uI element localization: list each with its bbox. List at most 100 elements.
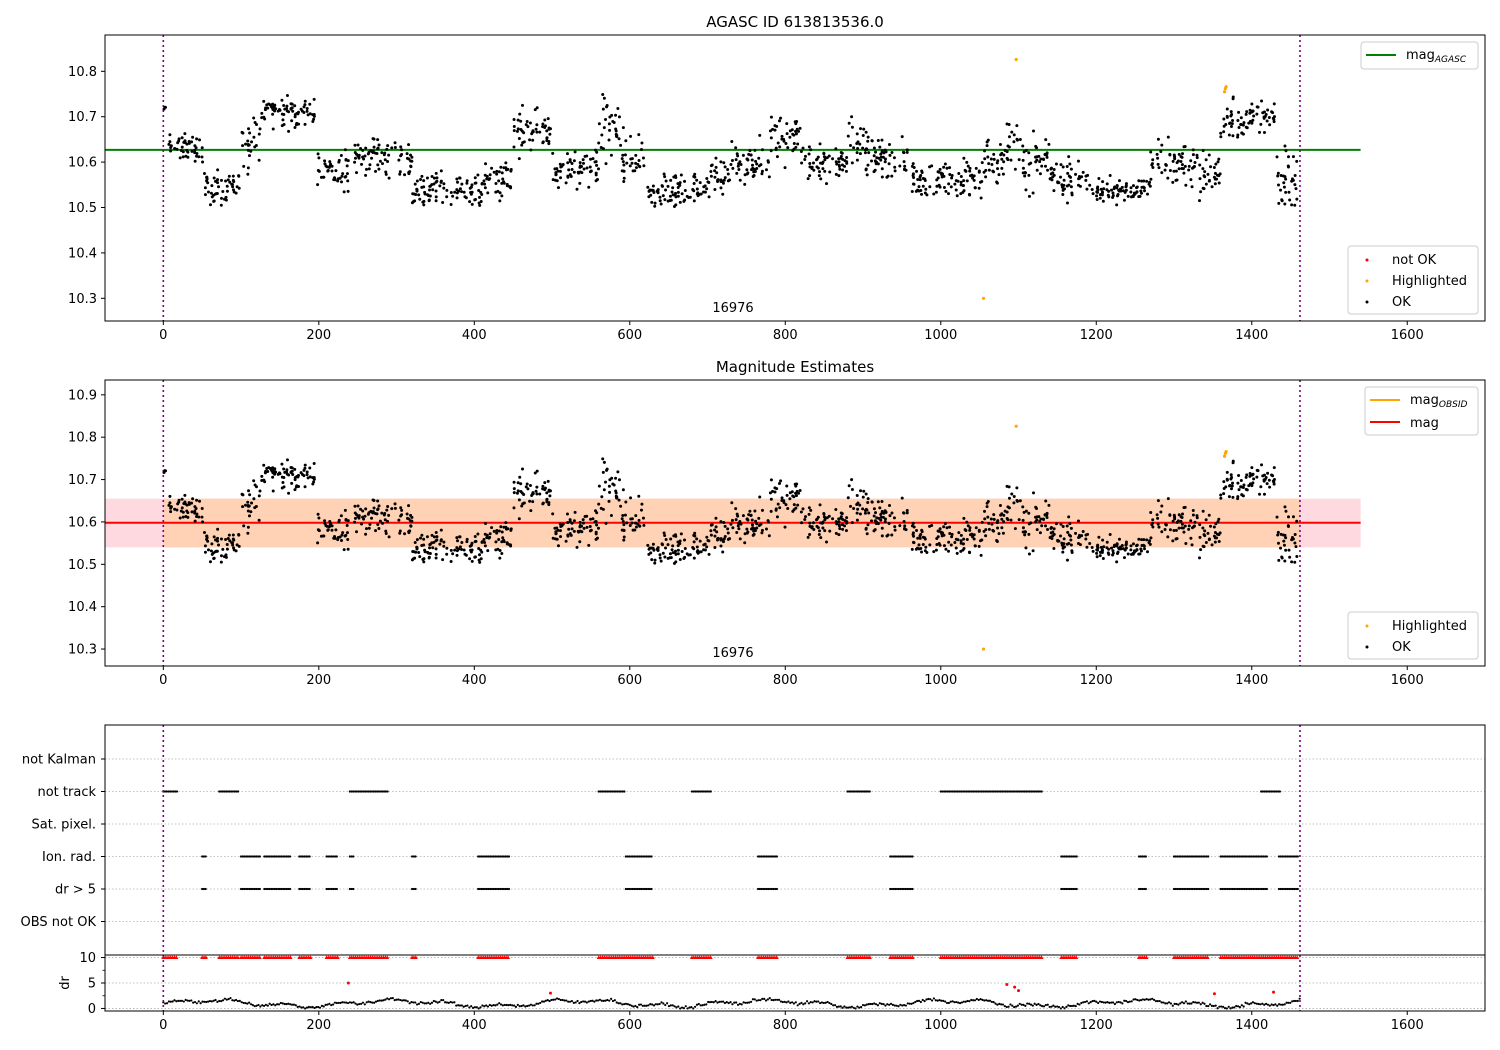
flag-point	[308, 855, 311, 858]
data-point-ok	[831, 157, 835, 161]
data-point-ok	[1222, 130, 1226, 134]
data-point-ok	[413, 540, 417, 544]
data-point-ok	[410, 515, 414, 519]
data-point-ok	[361, 148, 365, 152]
data-point-ok	[1166, 135, 1170, 139]
flag-point	[1222, 855, 1226, 858]
flag-point	[502, 887, 505, 891]
data-point-ok	[1062, 178, 1066, 182]
flag-point	[303, 855, 306, 858]
data-point-ok	[837, 157, 841, 161]
data-point-ok	[920, 169, 924, 173]
data-point-ok	[1017, 518, 1021, 522]
dr-point	[727, 1001, 730, 1005]
data-point-ok	[545, 497, 549, 501]
data-point-ok	[210, 542, 214, 546]
data-point-ok	[699, 192, 703, 196]
data-point-ok	[303, 122, 307, 126]
data-point-ok	[484, 162, 488, 166]
data-point-ok	[1018, 137, 1022, 141]
data-point-ok	[285, 468, 289, 472]
dr-point	[436, 1001, 439, 1004]
data-point-ok	[1137, 537, 1141, 541]
data-point-ok	[1076, 159, 1080, 163]
flag-point	[1063, 887, 1066, 891]
data-point-ok	[797, 129, 801, 133]
data-point-ok	[1123, 548, 1127, 552]
x-tick-label: 600	[617, 328, 642, 343]
data-point-ok	[209, 191, 213, 195]
data-point-ok	[986, 515, 990, 519]
flag-point	[1060, 887, 1063, 891]
dr-point	[1199, 1003, 1202, 1006]
data-point-ok	[1080, 534, 1084, 538]
dr-point	[190, 999, 193, 1002]
data-point-ok	[1000, 517, 1004, 521]
data-point-ok	[1236, 119, 1240, 123]
data-point-ok	[722, 161, 726, 165]
flag-point	[283, 887, 287, 891]
data-point-ok	[535, 123, 539, 127]
data-point-ok	[1187, 524, 1191, 528]
data-point-ok	[1074, 531, 1078, 535]
data-point-ok	[734, 507, 738, 511]
dr-point	[218, 999, 221, 1003]
flag-point	[248, 855, 251, 858]
data-point-ok	[167, 503, 171, 507]
data-point-ok	[1102, 187, 1106, 191]
data-point-ok	[674, 203, 678, 207]
data-point-ok	[417, 551, 421, 555]
dr-point	[736, 1003, 740, 1006]
data-point-ok	[558, 162, 562, 166]
data-point-ok	[1217, 539, 1221, 543]
data-point-ok	[1007, 496, 1011, 500]
data-point-ok	[736, 154, 740, 158]
flag-point	[497, 887, 500, 891]
data-point-ok	[512, 124, 516, 128]
flag-point	[172, 790, 175, 793]
data-point-ok	[1052, 167, 1056, 171]
data-point-ok	[1187, 164, 1191, 168]
flag-point	[1137, 887, 1141, 891]
flag-point	[219, 790, 223, 793]
dr-point	[1041, 1005, 1044, 1008]
dr-point	[865, 1003, 868, 1006]
data-point-ok	[624, 139, 628, 143]
data-point-ok	[431, 546, 435, 550]
data-point-ok	[556, 186, 560, 190]
dr-point	[1242, 1005, 1245, 1008]
data-point-highlighted	[1224, 450, 1228, 454]
flag-point	[1221, 855, 1224, 858]
flag-point	[250, 855, 253, 858]
data-point-ok	[752, 170, 756, 174]
dr-point	[809, 1001, 812, 1004]
data-point-ok	[736, 514, 740, 518]
dr-point	[1111, 1001, 1115, 1004]
data-point-ok	[928, 543, 932, 547]
flag-point	[1073, 887, 1077, 891]
data-point-ok	[551, 536, 555, 540]
data-point-ok	[1172, 153, 1176, 157]
flag-point	[1229, 855, 1233, 858]
flag-point	[492, 855, 495, 858]
data-point-ok	[355, 530, 359, 534]
data-point-ok	[1013, 167, 1017, 171]
flag-point	[504, 855, 507, 858]
data-point-ok	[425, 535, 429, 539]
data-point-ok	[186, 511, 190, 515]
flag-point	[633, 855, 636, 858]
data-point-ok	[367, 167, 371, 171]
data-point-ok	[1203, 529, 1207, 533]
dr-point	[944, 1000, 947, 1003]
data-point-ok	[633, 169, 637, 173]
data-point-ok	[683, 179, 687, 183]
data-point-ok	[422, 179, 426, 183]
data-point-ok	[738, 160, 742, 164]
data-point-ok	[501, 177, 505, 181]
flag-point	[772, 887, 775, 891]
flag-point	[257, 855, 260, 858]
data-point-ok	[1295, 519, 1299, 523]
y-tick-label: 10.3	[68, 292, 97, 307]
data-point-ok	[382, 513, 386, 517]
data-point-ok	[422, 543, 426, 547]
